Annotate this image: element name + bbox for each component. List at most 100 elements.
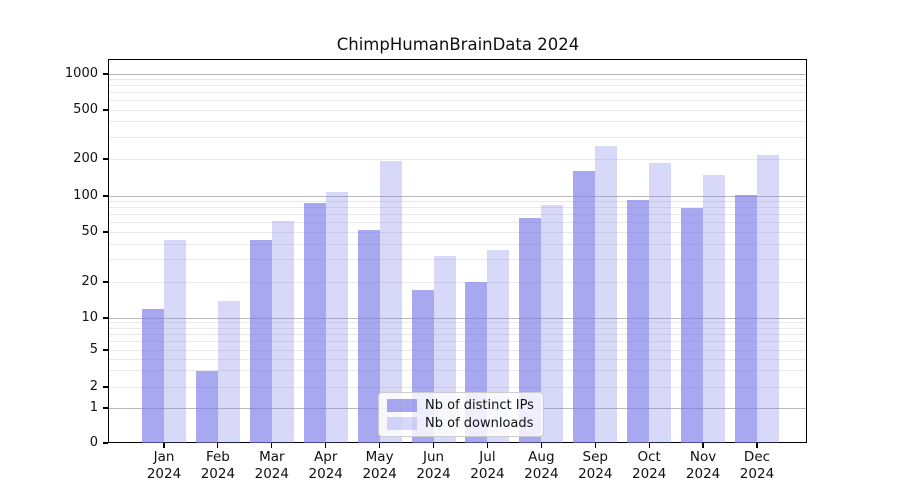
gridline-minor-9 — [109, 322, 806, 324]
legend: Nb of distinct IPs Nb of downloads — [378, 392, 544, 437]
x-tick-mark-feb — [217, 443, 219, 448]
x-tick-label-apr: Apr 2024 — [308, 449, 343, 482]
x-tick-mark-jun — [432, 443, 435, 448]
x-tick-mark-oct — [648, 443, 650, 448]
gridline-minor-200 — [109, 158, 806, 160]
bar-oct-ips — [627, 200, 650, 443]
x-tick-label-oct: Oct 2024 — [631, 449, 667, 482]
x-tick-label-aug: Aug 2024 — [524, 449, 559, 482]
bar-jan-ips — [142, 308, 164, 443]
x-tick-label-jul: Jul 2024 — [470, 449, 505, 482]
y-tick-mark-20 — [103, 281, 108, 283]
bar-mar-ips — [249, 240, 272, 443]
bar-nov-downloads — [703, 175, 726, 443]
y-tick-label-0: 0 — [89, 435, 98, 450]
bar-aug-downloads — [541, 205, 564, 443]
legend-row-distinct-ips: Nb of distinct IPs — [387, 398, 535, 413]
legend-label-distinct-ips: Nb of distinct IPs — [425, 398, 534, 413]
x-tick-mark-jan — [163, 443, 165, 448]
y-tick-label-100: 100 — [73, 188, 98, 203]
gridline-major-100 — [109, 195, 806, 197]
chart-title: ChimpHumanBrainData 2024 — [336, 35, 580, 54]
legend-row-downloads: Nb of downloads — [387, 416, 535, 431]
y-tick-mark-1000 — [103, 73, 108, 75]
gridline-minor-2 — [109, 386, 806, 388]
gridline-minor-40 — [109, 243, 806, 245]
gridline-minor-90 — [109, 200, 806, 202]
bar-dec-downloads — [756, 155, 779, 443]
x-tick-label-sep: Sep 2024 — [578, 449, 613, 482]
bar-sep-downloads — [595, 145, 618, 443]
y-tick-label-20: 20 — [81, 274, 98, 289]
bar-aug-ips — [519, 218, 542, 443]
gridline-minor-8 — [109, 327, 806, 329]
x-tick-label-jan: Jan 2024 — [146, 449, 182, 482]
x-tick-mark-jul — [486, 443, 489, 448]
gridline-minor-7 — [109, 333, 806, 335]
gridline-minor-600 — [109, 100, 806, 102]
x-tick-label-nov: Nov 2024 — [685, 449, 721, 482]
y-tick-mark-10 — [103, 317, 108, 319]
x-tick-mark-mar — [271, 443, 273, 448]
y-tick-label-200: 200 — [73, 151, 98, 166]
legend-label-downloads: Nb of downloads — [425, 416, 534, 431]
y-tick-label-1000: 1000 — [64, 66, 98, 81]
legend-swatch-downloads — [387, 417, 417, 430]
x-tick-mark-sep — [594, 443, 596, 448]
bar-apr-ips — [303, 203, 326, 443]
y-tick-mark-500 — [103, 109, 108, 111]
gridline-minor-700 — [109, 92, 806, 94]
gridline-minor-6 — [109, 341, 806, 343]
bar-sep-ips — [573, 170, 596, 443]
gridline-minor-50 — [109, 231, 806, 233]
x-tick-mark-dec — [756, 443, 758, 448]
gridline-minor-70 — [109, 214, 806, 216]
y-tick-mark-1 — [103, 407, 108, 409]
bar-feb-ips — [195, 370, 218, 443]
y-tick-mark-200 — [103, 158, 108, 160]
y-tick-mark-50 — [103, 231, 108, 233]
gridline-minor-500 — [109, 109, 806, 111]
bar-nov-ips — [681, 207, 704, 443]
y-tick-label-10: 10 — [81, 310, 98, 325]
y-tick-mark-2 — [103, 386, 108, 388]
gridline-minor-800 — [109, 85, 806, 87]
bar-oct-downloads — [649, 163, 672, 443]
gridline-minor-300 — [109, 136, 806, 138]
gridline-minor-20 — [109, 281, 806, 283]
y-tick-label-50: 50 — [81, 224, 98, 239]
gridline-major-1000 — [109, 73, 806, 75]
x-tick-label-mar: Mar 2024 — [254, 449, 289, 482]
y-tick-mark-5 — [103, 349, 108, 351]
gridline-minor-400 — [109, 121, 806, 123]
gridline-minor-80 — [109, 207, 806, 209]
bar-dec-ips — [734, 194, 757, 443]
x-tick-mark-nov — [702, 443, 704, 448]
bar-mar-downloads — [271, 220, 294, 443]
gridline-minor-4 — [109, 358, 806, 360]
bar-may-ips — [357, 229, 380, 443]
legend-swatch-distinct-ips — [387, 399, 417, 412]
gridline-minor-60 — [109, 222, 806, 224]
bar-jan-downloads — [164, 240, 186, 443]
bar-feb-downloads — [217, 300, 240, 443]
gridline-minor-3 — [109, 370, 806, 372]
bar-may-downloads — [379, 160, 402, 443]
x-tick-mark-aug — [540, 443, 542, 448]
x-tick-mark-apr — [325, 443, 327, 448]
y-tick-label-500: 500 — [73, 102, 98, 117]
bar-apr-downloads — [325, 191, 348, 443]
x-tick-label-feb: Feb 2024 — [200, 449, 236, 482]
y-tick-mark-100 — [103, 195, 108, 197]
y-tick-label-1: 1 — [89, 400, 98, 415]
x-tick-label-jun: Jun 2024 — [416, 449, 451, 482]
gridline-minor-5 — [109, 349, 806, 351]
gridline-minor-900 — [109, 78, 806, 80]
gridline-major-10 — [109, 317, 806, 319]
x-tick-mark-may — [379, 443, 381, 448]
gridline-minor-30 — [109, 259, 806, 261]
y-tick-label-5: 5 — [89, 342, 98, 357]
y-tick-label-2: 2 — [89, 379, 98, 394]
x-tick-label-dec: Dec 2024 — [739, 449, 775, 482]
